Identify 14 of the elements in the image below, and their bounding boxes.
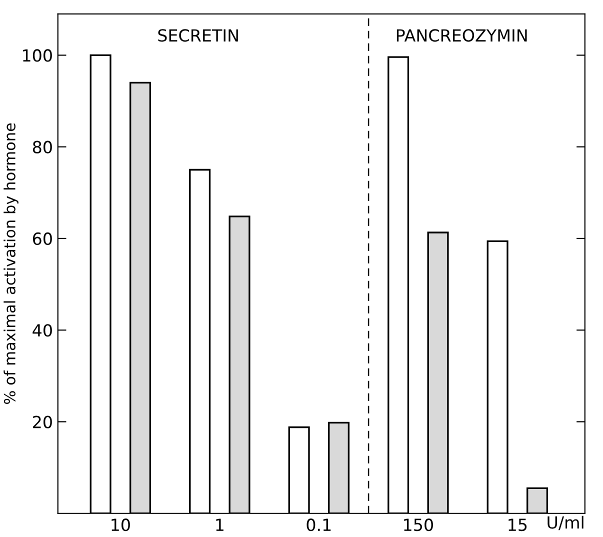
annotation: PANCREOZYMIN bbox=[396, 29, 527, 42]
annotation: SECRETIN bbox=[158, 29, 238, 42]
x-tick-label: 0.1 bbox=[306, 518, 331, 532]
y-axis-title: % of maximal activation by hormone bbox=[4, 123, 18, 404]
x-tick-label: 150 bbox=[404, 518, 433, 532]
y-tick-label: 80 bbox=[32, 140, 52, 154]
y-tick-label: 20 bbox=[33, 416, 52, 428]
x-tick-label: 1 bbox=[216, 518, 224, 531]
y-tick-label: 100 bbox=[23, 49, 52, 62]
y-tick-label: 40 bbox=[32, 324, 52, 337]
y-tick-label: 60 bbox=[32, 232, 52, 246]
x-axis-title: U/ml bbox=[548, 516, 584, 530]
x-tick-label: 10 bbox=[112, 518, 130, 532]
x-tick-label: 15 bbox=[508, 518, 527, 532]
